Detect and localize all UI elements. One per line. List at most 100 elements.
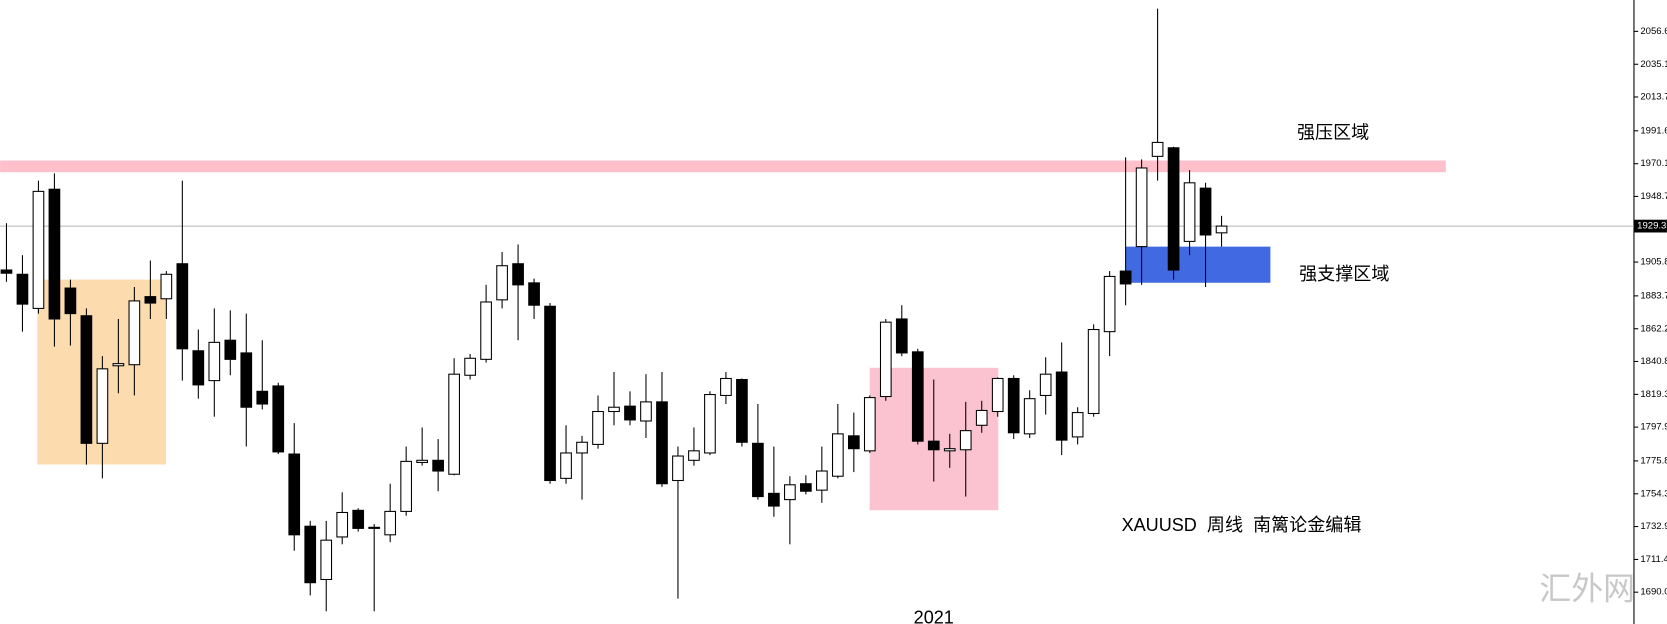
y-tick-label: 1732.9 (1640, 521, 1667, 532)
candle-body (288, 453, 301, 536)
candle-body (1167, 147, 1180, 271)
candle-body (544, 305, 556, 482)
candle-body (1023, 398, 1036, 435)
annotation: 强支撑区域 (1299, 264, 1389, 284)
candle-body (32, 190, 45, 309)
candle-body (96, 368, 109, 444)
annotation: XAUUSD 周线 南篱论金编辑 (1122, 515, 1362, 535)
candle-body (448, 373, 460, 475)
candle-body (208, 341, 221, 382)
candle-body (1119, 270, 1132, 285)
plot (0, 8, 1634, 612)
y-tick-label: 1690.0 (1640, 587, 1667, 598)
candle-body (720, 377, 732, 396)
candle-body (1071, 412, 1084, 438)
candle-body (432, 459, 444, 472)
candle-body (1055, 371, 1068, 441)
candle-body (528, 282, 540, 306)
candle-body (1087, 328, 1100, 415)
candle-body (592, 410, 604, 445)
candle-body (144, 296, 157, 304)
last-price-box (1633, 219, 1667, 233)
candle-body (560, 452, 572, 479)
candle-body (895, 318, 908, 354)
candle-body (704, 394, 716, 454)
candle-body (975, 409, 988, 426)
y-tick-label: 2056.6 (1640, 26, 1667, 37)
candle-body (352, 509, 365, 529)
last-price-label: 1929.3 (1637, 221, 1666, 232)
candle-body (656, 401, 668, 485)
y-tick-label: 1840.8 (1640, 356, 1667, 367)
candle-body (768, 492, 780, 507)
candle-body (240, 352, 253, 408)
candle-body (736, 379, 748, 443)
candle-body (320, 539, 333, 581)
candle-body (496, 265, 508, 301)
candle-body (416, 459, 428, 463)
candle-body (224, 339, 237, 360)
candle-body (640, 401, 652, 422)
candle-body (1215, 225, 1228, 234)
candle-body (16, 273, 29, 305)
candle-body (256, 390, 269, 405)
candle-body (368, 526, 381, 529)
y-tick-label: 1905.8 (1640, 257, 1667, 268)
candle-body (816, 470, 828, 491)
candle-body (304, 525, 317, 584)
candle-body (0, 269, 13, 274)
support-zone (1125, 246, 1271, 283)
candle-body (80, 315, 93, 444)
candle-body (879, 321, 892, 398)
candle-body (160, 273, 173, 300)
candle-body (800, 483, 812, 492)
y-tick-label: 1970.1 (1640, 158, 1667, 169)
y-tick-label: 1754.3 (1640, 488, 1667, 499)
candle-body (672, 455, 684, 482)
watermark: 汇外网 (1539, 570, 1635, 608)
y-tick-label: 1862.2 (1640, 323, 1667, 334)
candle-body (608, 406, 620, 413)
candle-body (688, 450, 700, 461)
candle-body (176, 263, 189, 350)
candle-body (64, 287, 77, 315)
candle-body (480, 301, 492, 360)
candle-body (959, 430, 972, 451)
candle-body (1135, 167, 1148, 248)
candle-body (400, 460, 413, 512)
candle-body (991, 377, 1004, 413)
candle-body (911, 351, 924, 442)
candle-body (464, 357, 476, 376)
y-tick-label: 1775.8 (1640, 455, 1667, 466)
candle-body (943, 448, 956, 452)
candle-body (927, 440, 940, 451)
candle-body (847, 435, 860, 450)
candle-body (1151, 141, 1164, 157)
candle-body (624, 405, 636, 421)
y-tick-label: 1797.9 (1640, 422, 1667, 433)
candle-body (576, 441, 588, 454)
candle-body (1199, 187, 1212, 236)
candle-body (863, 397, 876, 452)
candle-body (384, 510, 397, 536)
y-tick-label: 2013.7 (1640, 92, 1667, 103)
y-tick-label: 1948.7 (1640, 191, 1667, 202)
candle-body (272, 385, 285, 453)
candle-body (1103, 275, 1116, 333)
candle-body (112, 363, 125, 367)
candle-body (1183, 182, 1196, 242)
candle-body (784, 484, 796, 501)
x-tick-label: 2021 (914, 607, 954, 624)
y-tick-label: 1991.6 (1640, 125, 1667, 136)
candle-body (831, 433, 844, 477)
y-tick-label: 1819.3 (1640, 389, 1667, 400)
candle-body (512, 263, 524, 286)
candle-body (752, 442, 764, 498)
resistance-zone (0, 160, 1446, 173)
candle-body (1039, 373, 1052, 396)
y-tick-label: 1711.4 (1640, 554, 1667, 565)
candle-body (1007, 377, 1020, 434)
candle-body (336, 511, 349, 538)
